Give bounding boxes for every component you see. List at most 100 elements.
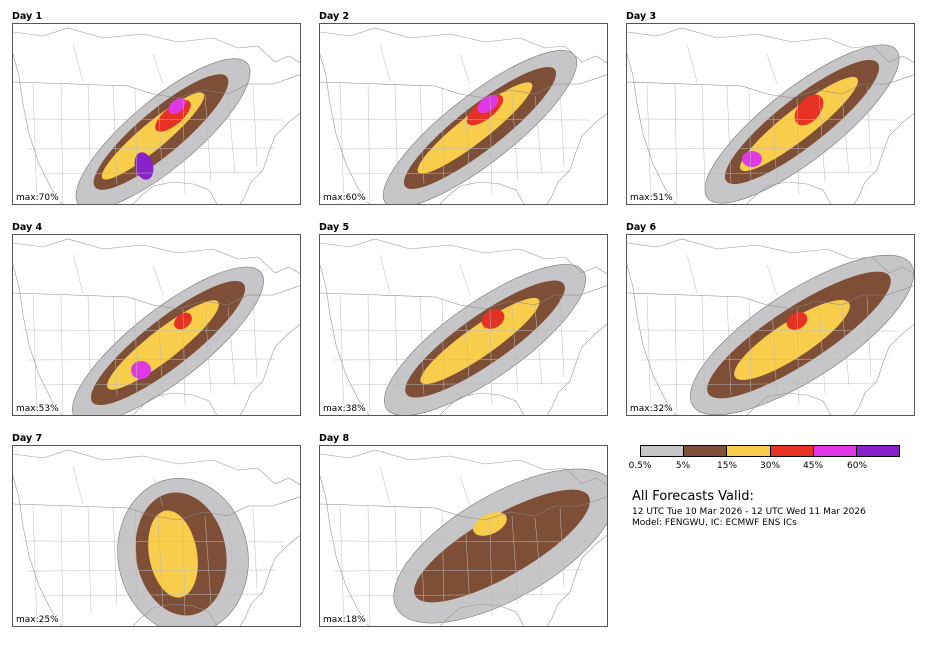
state-border xyxy=(182,519,186,617)
state-border xyxy=(379,465,391,505)
state-border xyxy=(766,53,778,85)
state-border xyxy=(818,304,826,394)
panel-title: Day 3 xyxy=(626,11,657,22)
coastline xyxy=(320,449,607,626)
state-border xyxy=(227,95,236,175)
state-border xyxy=(22,540,284,543)
state-border xyxy=(26,358,276,361)
state-border xyxy=(345,593,571,597)
coastline xyxy=(13,27,300,204)
state-border xyxy=(252,85,258,167)
state-border xyxy=(329,329,591,332)
state-border xyxy=(841,95,850,175)
valid-period: 12 UTC Tue 10 Mar 2026 - 12 UTC Wed 11 M… xyxy=(632,507,866,517)
contour-p45 xyxy=(131,361,151,379)
legend-tick: 60% xyxy=(846,461,868,471)
state-border xyxy=(22,329,284,332)
state-border xyxy=(766,264,778,296)
state-border xyxy=(227,517,236,597)
contour-p15 xyxy=(420,297,540,385)
legend-swatch-15 xyxy=(727,446,771,456)
probability-map xyxy=(13,238,300,415)
map-frame: max:18% xyxy=(319,445,608,627)
state-border xyxy=(38,593,264,597)
legend-tick: 15% xyxy=(716,461,738,471)
map-frame: max:25% xyxy=(12,445,301,627)
state-border xyxy=(464,306,471,398)
state-border xyxy=(152,475,164,507)
state-border xyxy=(157,306,164,398)
state-border xyxy=(367,505,371,626)
country-border xyxy=(13,74,300,99)
probability-map xyxy=(320,449,607,626)
forecast-info: All Forecasts Valid: 12 UTC Tue 10 Mar 2… xyxy=(632,489,866,528)
legend-tick: 30% xyxy=(759,461,781,471)
legend-swatch-0p5 xyxy=(641,446,685,456)
coastline xyxy=(627,238,914,415)
coastline xyxy=(320,27,607,204)
probability-map xyxy=(13,27,300,204)
state-border xyxy=(419,506,425,607)
state-border xyxy=(152,53,164,85)
contour-p15 xyxy=(148,510,198,598)
state-border xyxy=(646,294,652,415)
country-border xyxy=(320,74,607,99)
state-border xyxy=(72,43,84,83)
state-border xyxy=(674,294,678,415)
state-border xyxy=(441,87,445,185)
panel-title: Day 4 xyxy=(12,222,43,233)
panel-title: Day 6 xyxy=(626,222,657,233)
state-border xyxy=(394,505,399,615)
coastline xyxy=(627,27,914,204)
country-border xyxy=(320,496,607,521)
state-border xyxy=(339,83,345,204)
panel-title: Day 8 xyxy=(319,433,350,444)
state-border xyxy=(32,505,38,626)
probability-map xyxy=(13,449,300,626)
max-probability-label: max:18% xyxy=(322,615,367,625)
state-border xyxy=(60,505,64,626)
state-border xyxy=(379,254,391,294)
state-border xyxy=(534,95,543,175)
contour-p5 xyxy=(414,489,590,603)
state-border xyxy=(489,519,493,617)
state-border xyxy=(394,294,399,404)
state-border xyxy=(534,517,543,597)
state-border xyxy=(866,296,872,378)
state-border xyxy=(134,298,138,396)
state-border xyxy=(511,515,519,605)
contour-p45 xyxy=(742,151,762,167)
state-border xyxy=(339,294,345,415)
state-border xyxy=(345,171,571,175)
legend-swatch-30 xyxy=(770,446,814,456)
panel-title: Day 2 xyxy=(319,11,350,22)
map-frame: max:51% xyxy=(626,23,915,205)
contour-p45 xyxy=(168,98,186,114)
state-border xyxy=(134,509,138,607)
state-border xyxy=(419,295,425,396)
panel-title: Day 1 xyxy=(12,11,43,22)
state-border xyxy=(686,254,698,294)
state-border xyxy=(87,505,92,615)
state-border xyxy=(38,382,264,386)
state-border xyxy=(489,308,493,406)
state-border xyxy=(559,85,565,167)
model-info: Model: FENGWU, IC: ECMWF ENS ICs xyxy=(632,518,797,528)
max-probability-label: max:38% xyxy=(322,404,367,414)
state-border xyxy=(464,95,471,187)
probability-map xyxy=(320,27,607,204)
state-border xyxy=(748,87,752,185)
state-border xyxy=(489,97,493,195)
state-border xyxy=(204,93,212,183)
state-border xyxy=(379,43,391,83)
state-border xyxy=(38,171,264,175)
state-border xyxy=(112,295,118,396)
state-border xyxy=(157,95,164,187)
state-border xyxy=(32,294,38,415)
state-border xyxy=(72,465,84,505)
contour-p15 xyxy=(417,82,533,174)
state-border xyxy=(559,296,565,378)
state-border xyxy=(112,506,118,607)
state-border xyxy=(87,294,92,404)
probability-legend: 0.5% 5% 15% 30% 45% 60% xyxy=(629,445,900,471)
